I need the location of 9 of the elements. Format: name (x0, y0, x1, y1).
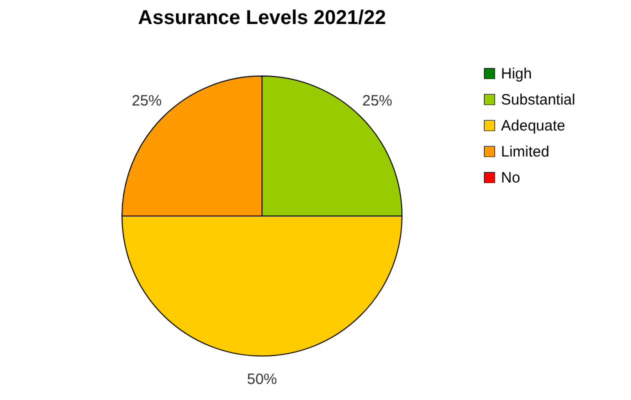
data-label: 50% (246, 371, 278, 388)
data-label: 25% (362, 92, 392, 110)
legend-label: Limited (501, 144, 550, 160)
data-label: 25% (132, 92, 162, 110)
legend-label: Substantial (501, 92, 576, 108)
legend-label: Adequate (501, 118, 566, 134)
legend-label: No (501, 170, 520, 186)
legend-label: High (501, 66, 532, 82)
chart-title: Assurance Levels 2021/22 (138, 7, 386, 29)
